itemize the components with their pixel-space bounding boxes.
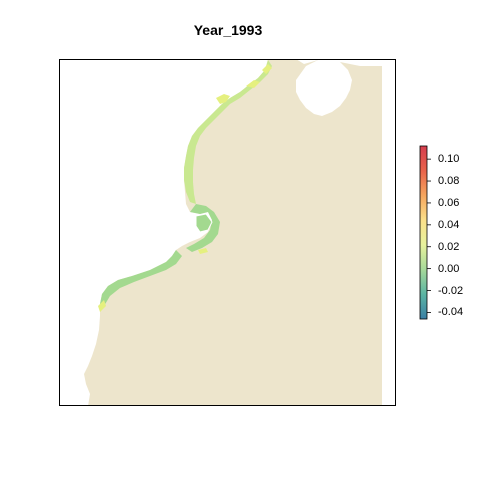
legend-label: 0.04 [438, 218, 460, 231]
legend-label: -0.02 [438, 284, 464, 297]
legend-ticks [427, 158, 431, 313]
coastal-band-gulf [186, 204, 220, 252]
plot-frame [59, 59, 396, 406]
map-title: Year_1993 [193, 22, 263, 38]
legend-label: 0.08 [438, 175, 460, 188]
legend-label: 0.10 [438, 153, 460, 166]
legend-label: -0.04 [438, 306, 464, 319]
northeast-land [296, 58, 352, 116]
legend-label: 0.02 [438, 240, 460, 253]
coastal-band-south [100, 250, 182, 312]
land-mass [59, 59, 268, 406]
legend-label: 0.06 [438, 196, 460, 209]
legend-label: 0.00 [438, 262, 460, 275]
island-outline [195, 213, 213, 233]
northeast-land-edge [296, 59, 382, 66]
coastal-band-north [184, 60, 272, 204]
legend-colorbar [419, 145, 428, 320]
